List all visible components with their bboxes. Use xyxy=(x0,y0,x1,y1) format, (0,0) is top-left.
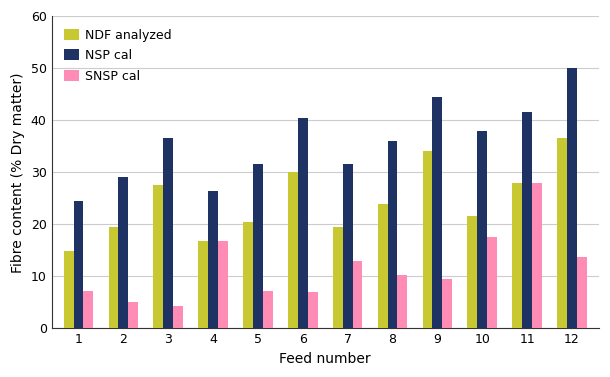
Bar xyxy=(298,118,307,328)
Bar xyxy=(198,241,208,328)
Bar xyxy=(109,227,118,328)
Bar xyxy=(63,251,74,328)
Bar xyxy=(532,183,542,328)
Bar xyxy=(208,190,218,328)
X-axis label: Feed number: Feed number xyxy=(279,352,371,366)
Bar xyxy=(378,204,387,328)
Bar xyxy=(218,241,228,328)
Bar xyxy=(153,185,163,328)
Bar xyxy=(333,227,343,328)
Bar xyxy=(84,291,93,328)
Bar xyxy=(442,279,452,328)
Bar xyxy=(163,138,173,328)
Bar xyxy=(487,238,497,328)
Y-axis label: Fibre content (% Dry matter): Fibre content (% Dry matter) xyxy=(11,72,25,273)
Bar xyxy=(577,257,587,328)
Bar xyxy=(74,201,84,328)
Bar xyxy=(288,172,298,328)
Bar xyxy=(387,141,398,328)
Bar xyxy=(557,138,567,328)
Bar xyxy=(118,178,128,328)
Bar xyxy=(522,112,532,328)
Bar xyxy=(173,306,183,328)
Bar xyxy=(477,131,487,328)
Bar xyxy=(263,291,273,328)
Bar xyxy=(398,275,407,328)
Legend: NDF analyzed, NSP cal, SNSP cal: NDF analyzed, NSP cal, SNSP cal xyxy=(58,22,178,89)
Bar xyxy=(432,97,442,328)
Bar xyxy=(343,164,353,328)
Bar xyxy=(467,216,477,328)
Bar xyxy=(512,183,522,328)
Bar xyxy=(253,164,263,328)
Bar xyxy=(353,261,362,328)
Bar xyxy=(128,302,138,328)
Bar xyxy=(243,222,253,328)
Bar xyxy=(307,292,318,328)
Bar xyxy=(423,152,432,328)
Bar xyxy=(567,68,577,328)
